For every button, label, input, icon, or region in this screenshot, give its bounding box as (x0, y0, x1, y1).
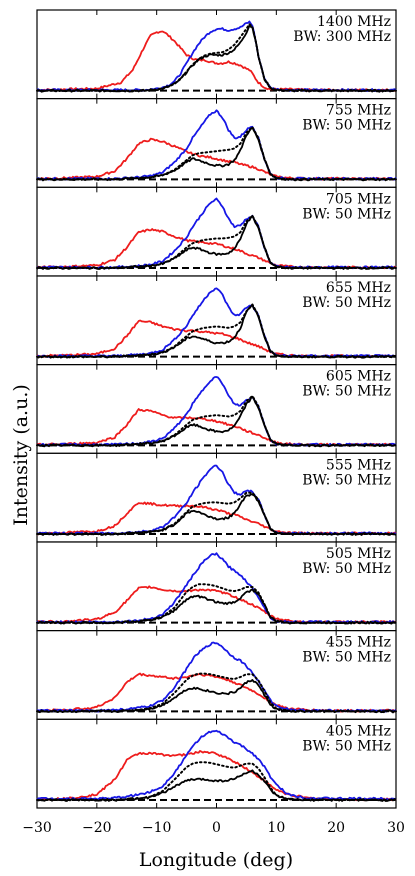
panel-frame (36, 364, 397, 454)
x-tick-label: −10 (142, 820, 172, 836)
frequency-label: 755 MHz (326, 103, 391, 119)
x-tick-label: 0 (212, 820, 221, 836)
frequency-label: 555 MHz (326, 457, 391, 473)
bandwidth-label: BW: 50 MHz (302, 472, 391, 488)
bandwidth-label: BW: 50 MHz (302, 118, 391, 134)
frequency-label: 705 MHz (326, 191, 391, 207)
panel-frame (36, 452, 397, 543)
panel-frame (36, 98, 397, 188)
series-black-line (36, 493, 397, 536)
frequency-label: 455 MHz (326, 635, 391, 651)
frequency-label: 605 MHz (326, 369, 391, 385)
bandwidth-label: BW: 50 MHz (302, 650, 391, 666)
bandwidth-label: BW: 50 MHz (302, 738, 391, 754)
frequency-label: 655 MHz (326, 280, 391, 296)
series-black-line (36, 303, 397, 359)
x-axis-label: Longitude (deg) (139, 849, 293, 871)
x-tick-label: 20 (327, 820, 345, 836)
x-tick-label: −30 (22, 820, 52, 836)
x-tick-label: 30 (387, 820, 405, 836)
panel-frame (36, 275, 397, 366)
series-blue-line (36, 552, 397, 624)
series-black-line (36, 769, 397, 802)
panel-frame (36, 630, 397, 720)
x-tick-labels: −30 −20 −10 0 10 20 30 (22, 820, 405, 836)
bandwidth-label: BW: 50 MHz (302, 561, 391, 577)
x-tick-label: 10 (267, 820, 285, 836)
x-tick-label: −20 (82, 820, 112, 836)
frequency-label: 405 MHz (326, 723, 391, 739)
panel-frame (36, 186, 397, 277)
frequency-label: 1400 MHz (317, 14, 391, 30)
bandwidth-label: BW: 50 MHz (302, 384, 391, 400)
bandwidth-label: BW: 50 MHz (302, 206, 391, 222)
bandwidth-label: BW: 50 MHz (302, 295, 391, 311)
series-black-line (36, 395, 397, 448)
series-black-line (36, 588, 397, 625)
series-black-line (36, 214, 397, 270)
y-axis-label: Intensity (a.u.) (10, 384, 32, 526)
series-black-line (36, 126, 397, 182)
series-black-line (36, 679, 397, 714)
series-black-line (36, 24, 397, 93)
frequency-label: 505 MHz (326, 546, 391, 562)
bandwidth-label: BW: 300 MHz (293, 29, 391, 45)
